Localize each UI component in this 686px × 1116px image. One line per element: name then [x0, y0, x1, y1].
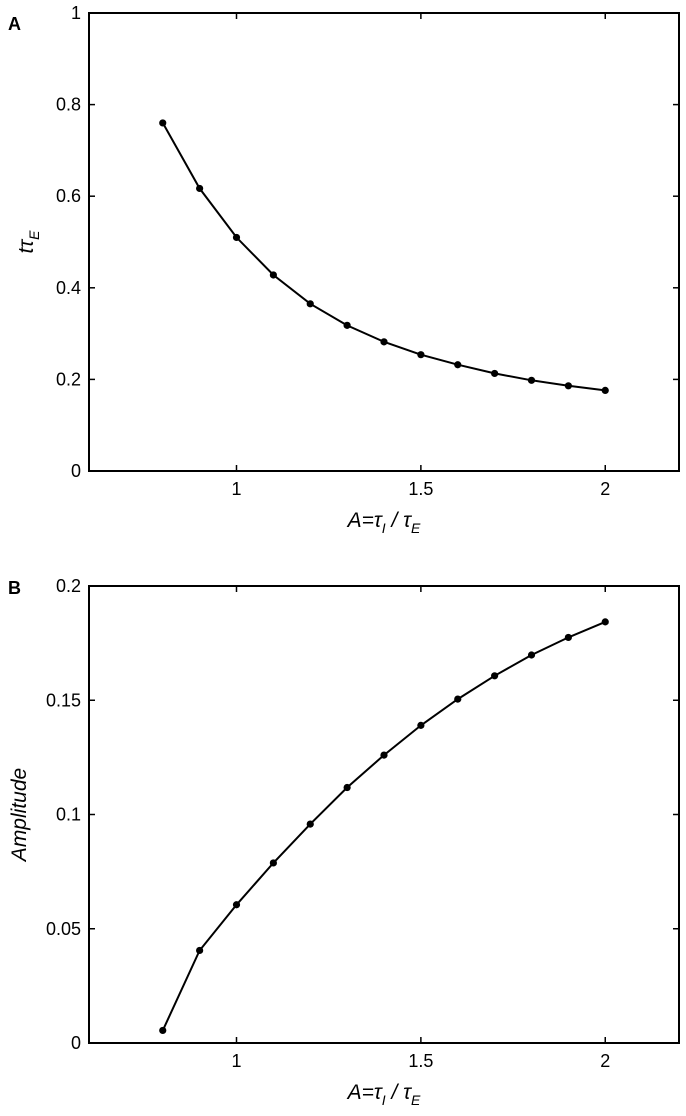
data-point — [491, 672, 499, 680]
y-tick-label: 0 — [71, 1033, 81, 1053]
data-point — [232, 901, 241, 909]
data-point — [380, 338, 388, 346]
chart-b: 0 0.05 0.1 0.15 0.2 1 1.5 2 A=τI / τE Amplitude — [8, 576, 680, 1108]
y-tick-label: 0.2 — [56, 369, 81, 389]
data-point — [454, 695, 462, 703]
y-tick-label: 0.1 — [56, 805, 81, 825]
panel-letter: B — [8, 578, 21, 598]
data-point — [454, 361, 462, 369]
y-tick-label: 0 — [71, 461, 81, 481]
x-axis-label: A=τI / τE — [346, 509, 421, 536]
data-point — [232, 233, 241, 242]
plot-frame — [88, 12, 680, 472]
y-tick-label: 0.15 — [46, 690, 81, 710]
x-tick-label: 1.5 — [408, 479, 433, 499]
data-point — [380, 751, 388, 759]
y-tick-label: 0.6 — [56, 186, 81, 206]
data-point — [269, 859, 277, 867]
data-point — [417, 351, 425, 359]
x-tick-label: 1.5 — [408, 1051, 433, 1071]
data-point — [564, 633, 572, 642]
data-point — [343, 321, 351, 329]
x-axis-label: A=τI / τE — [346, 1081, 421, 1108]
y-tick-label: 1 — [71, 3, 81, 23]
data-point — [306, 300, 314, 308]
x-tick-label: 2 — [600, 479, 610, 499]
data-point — [601, 386, 609, 394]
data-point — [564, 382, 572, 390]
data-point — [306, 820, 314, 828]
y-tick-label: 0.4 — [56, 278, 81, 298]
panel-letter: A — [8, 14, 21, 34]
x-tick-label: 1 — [231, 1051, 241, 1071]
data-point — [269, 271, 277, 279]
panel-b: B 0 0.05 0.1 0.15 0.2 1 1.5 2 A=τI / τE Amplitude — [0, 558, 686, 1116]
y-tick-label: 0.2 — [56, 576, 81, 596]
x-tick-label: 1 — [231, 479, 241, 499]
data-point — [527, 651, 536, 659]
series-line — [161, 620, 606, 1031]
data-point — [196, 946, 204, 955]
data-point — [601, 618, 609, 626]
data-point — [491, 369, 499, 378]
data-point — [159, 119, 167, 127]
chart-a: 0 0.2 0.4 0.6 0.8 1 1 1.5 2 A=τI / τE tτE — [15, 3, 680, 536]
data-point — [343, 783, 351, 792]
y-tick-label: 0.05 — [46, 919, 81, 939]
panel-a: A 0 0.2 0.4 0.6 0.8 1 1 1.5 2 A=τI / τE tτE — [8, 3, 680, 536]
data-point — [196, 184, 204, 193]
series-line — [161, 122, 606, 392]
data-point — [417, 721, 425, 729]
y-axis-label: tτE — [15, 230, 42, 254]
data-point — [159, 1026, 167, 1035]
y-tick-label: 0.8 — [56, 95, 81, 115]
y-axis-label: Amplitude — [8, 768, 31, 863]
data-point — [527, 376, 536, 384]
x-tick-label: 2 — [600, 1051, 610, 1071]
plot-frame — [88, 585, 680, 1044]
